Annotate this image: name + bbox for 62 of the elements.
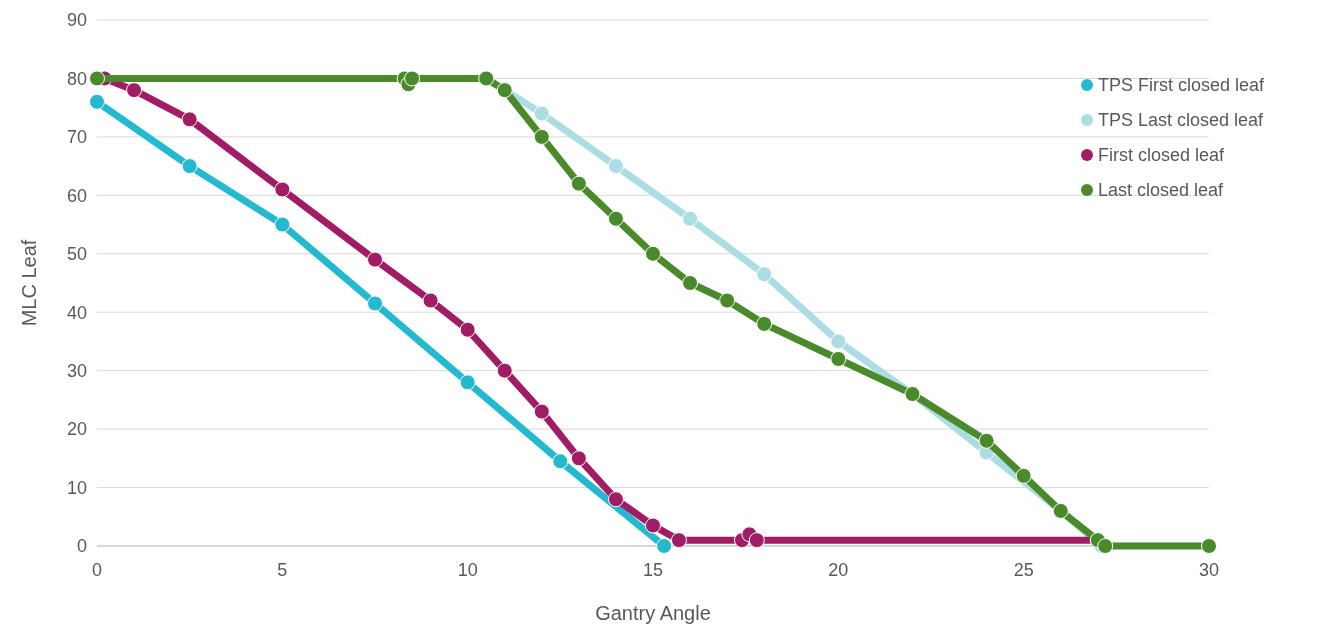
x-axis-title: Gantry Angle bbox=[595, 602, 711, 624]
y-tick-label: 50 bbox=[66, 244, 87, 265]
point bbox=[533, 403, 550, 420]
point bbox=[1015, 467, 1032, 484]
y-tick-label: 30 bbox=[66, 360, 87, 381]
x-tick-label: 15 bbox=[642, 560, 664, 580]
point bbox=[126, 82, 143, 99]
x-tick-label: 10 bbox=[457, 560, 478, 580]
y-axis-title: MLC Leaf bbox=[18, 239, 40, 327]
point bbox=[682, 210, 699, 227]
point bbox=[496, 362, 513, 379]
x-tick-label: 5 bbox=[277, 560, 288, 580]
y-tick-label: 40 bbox=[66, 302, 87, 323]
y-tick-label: 80 bbox=[66, 68, 87, 89]
point bbox=[459, 374, 476, 391]
point bbox=[533, 105, 550, 122]
point bbox=[89, 93, 105, 110]
point bbox=[978, 432, 995, 449]
point bbox=[656, 538, 673, 554]
x-tick-label: 0 bbox=[91, 560, 103, 580]
point bbox=[1201, 538, 1217, 554]
point bbox=[274, 216, 291, 233]
legend-label: TPS Last closed leaf bbox=[1098, 110, 1265, 131]
x-tick-label: 30 bbox=[1198, 560, 1220, 580]
legend-label: TPS First closed leaf bbox=[1098, 75, 1266, 96]
legend-label: Last closed leaf bbox=[1098, 180, 1225, 201]
point bbox=[645, 517, 661, 534]
point bbox=[670, 532, 687, 549]
point bbox=[533, 128, 550, 145]
x-tick-label: 25 bbox=[1013, 560, 1034, 580]
point bbox=[367, 295, 383, 312]
point bbox=[552, 453, 569, 470]
point bbox=[367, 251, 383, 268]
point bbox=[607, 491, 624, 508]
point bbox=[181, 158, 198, 175]
point bbox=[274, 181, 291, 198]
point bbox=[422, 292, 439, 309]
point bbox=[645, 245, 661, 262]
x-tick-label: 20 bbox=[828, 560, 849, 580]
y-tick-label: 90 bbox=[66, 10, 87, 31]
point bbox=[607, 158, 624, 175]
point bbox=[756, 266, 773, 283]
point bbox=[570, 450, 587, 467]
y-tick-label: 0 bbox=[76, 536, 87, 557]
point bbox=[830, 333, 847, 350]
point bbox=[607, 210, 624, 227]
legend-label: First closed leaf bbox=[1098, 145, 1226, 166]
point bbox=[756, 315, 773, 332]
y-tick-label: 70 bbox=[66, 127, 87, 148]
point bbox=[459, 321, 476, 338]
point bbox=[719, 292, 736, 309]
y-tick-label: 10 bbox=[66, 477, 87, 498]
point bbox=[570, 175, 587, 192]
point bbox=[682, 275, 699, 291]
point bbox=[496, 82, 513, 99]
point bbox=[830, 350, 847, 367]
point bbox=[181, 111, 198, 128]
point bbox=[89, 70, 105, 87]
y-tick-label: 20 bbox=[66, 419, 87, 440]
point bbox=[748, 532, 765, 549]
point bbox=[404, 70, 421, 87]
y-tick-label: 60 bbox=[66, 185, 87, 206]
